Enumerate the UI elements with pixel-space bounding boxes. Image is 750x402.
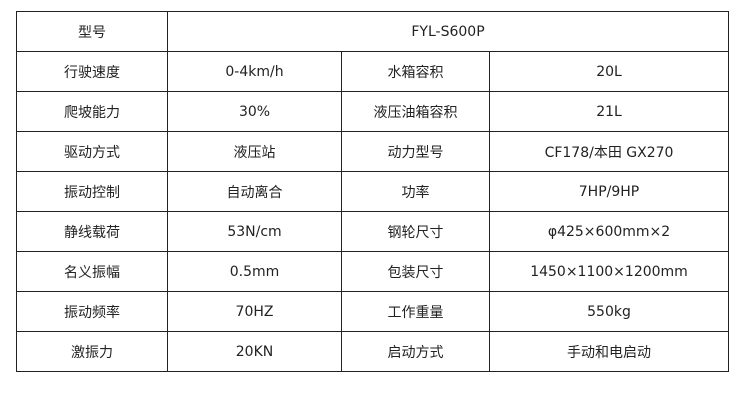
spec-label: 振动频率 xyxy=(16,291,168,332)
spec-label: 液压油箱容积 xyxy=(341,91,490,132)
spec-value: 1450×1100×1200mm xyxy=(488,251,730,292)
spec-value: 液压站 xyxy=(167,131,342,172)
spec-label: 激振力 xyxy=(16,331,168,372)
spec-value: 0.5mm xyxy=(167,251,342,292)
spec-value: 7HP/9HP xyxy=(488,171,730,212)
spec-value: 20L xyxy=(488,51,730,92)
table-row: 振动频率 70HZ 工作重量 550kg xyxy=(16,291,730,332)
spec-label: 包装尺寸 xyxy=(341,251,490,292)
spec-label: 名义振幅 xyxy=(16,251,168,292)
table-row: 爬坡能力 30% 液压油箱容积 21L xyxy=(16,91,730,132)
model-value: FYL-S600P xyxy=(166,11,730,52)
spec-label: 驱动方式 xyxy=(16,131,168,172)
spec-table: 型号 FYL-S600P 行驶速度 0-4km/h 水箱容积 20L 爬坡能力 30% 液压… xyxy=(16,11,730,372)
spec-label: 行驶速度 xyxy=(16,51,168,92)
spec-label: 工作重量 xyxy=(341,291,490,332)
spec-label: 功率 xyxy=(341,171,490,212)
spec-label: 振动控制 xyxy=(16,171,168,212)
table-row: 行驶速度 0-4km/h 水箱容积 20L xyxy=(16,51,730,92)
spec-value: 20KN xyxy=(167,331,342,372)
spec-value: 0-4km/h xyxy=(167,51,342,92)
spec-value: 30% xyxy=(167,91,342,132)
table-row: 激振力 20KN 启动方式 手动和电启动 xyxy=(16,331,730,372)
spec-label: 爬坡能力 xyxy=(16,91,168,132)
table-row: 驱动方式 液压站 动力型号 CF178/本田 GX270 xyxy=(16,131,730,172)
spec-value: 手动和电启动 xyxy=(488,331,730,372)
table-row: 振动控制 自动离合 功率 7HP/9HP xyxy=(16,171,730,212)
spec-value: CF178/本田 GX270 xyxy=(488,131,730,172)
spec-value: 自动离合 xyxy=(167,171,342,212)
model-label: 型号 xyxy=(16,11,168,52)
spec-label: 启动方式 xyxy=(341,331,490,372)
spec-value: 21L xyxy=(488,91,730,132)
spec-label: 静线载荷 xyxy=(16,211,168,252)
spec-label: 水箱容积 xyxy=(341,51,490,92)
spec-value: 70HZ xyxy=(167,291,342,332)
table-row: 静线载荷 53N/cm 钢轮尺寸 φ425×600mm×2 xyxy=(16,211,730,252)
table-row: 名义振幅 0.5mm 包装尺寸 1450×1100×1200mm xyxy=(16,251,730,292)
spec-value: 550kg xyxy=(488,291,730,332)
spec-value: φ425×600mm×2 xyxy=(488,211,730,252)
table-row-model: 型号 FYL-S600P xyxy=(16,11,730,52)
spec-label: 动力型号 xyxy=(341,131,490,172)
spec-label: 钢轮尺寸 xyxy=(341,211,490,252)
spec-value: 53N/cm xyxy=(167,211,342,252)
